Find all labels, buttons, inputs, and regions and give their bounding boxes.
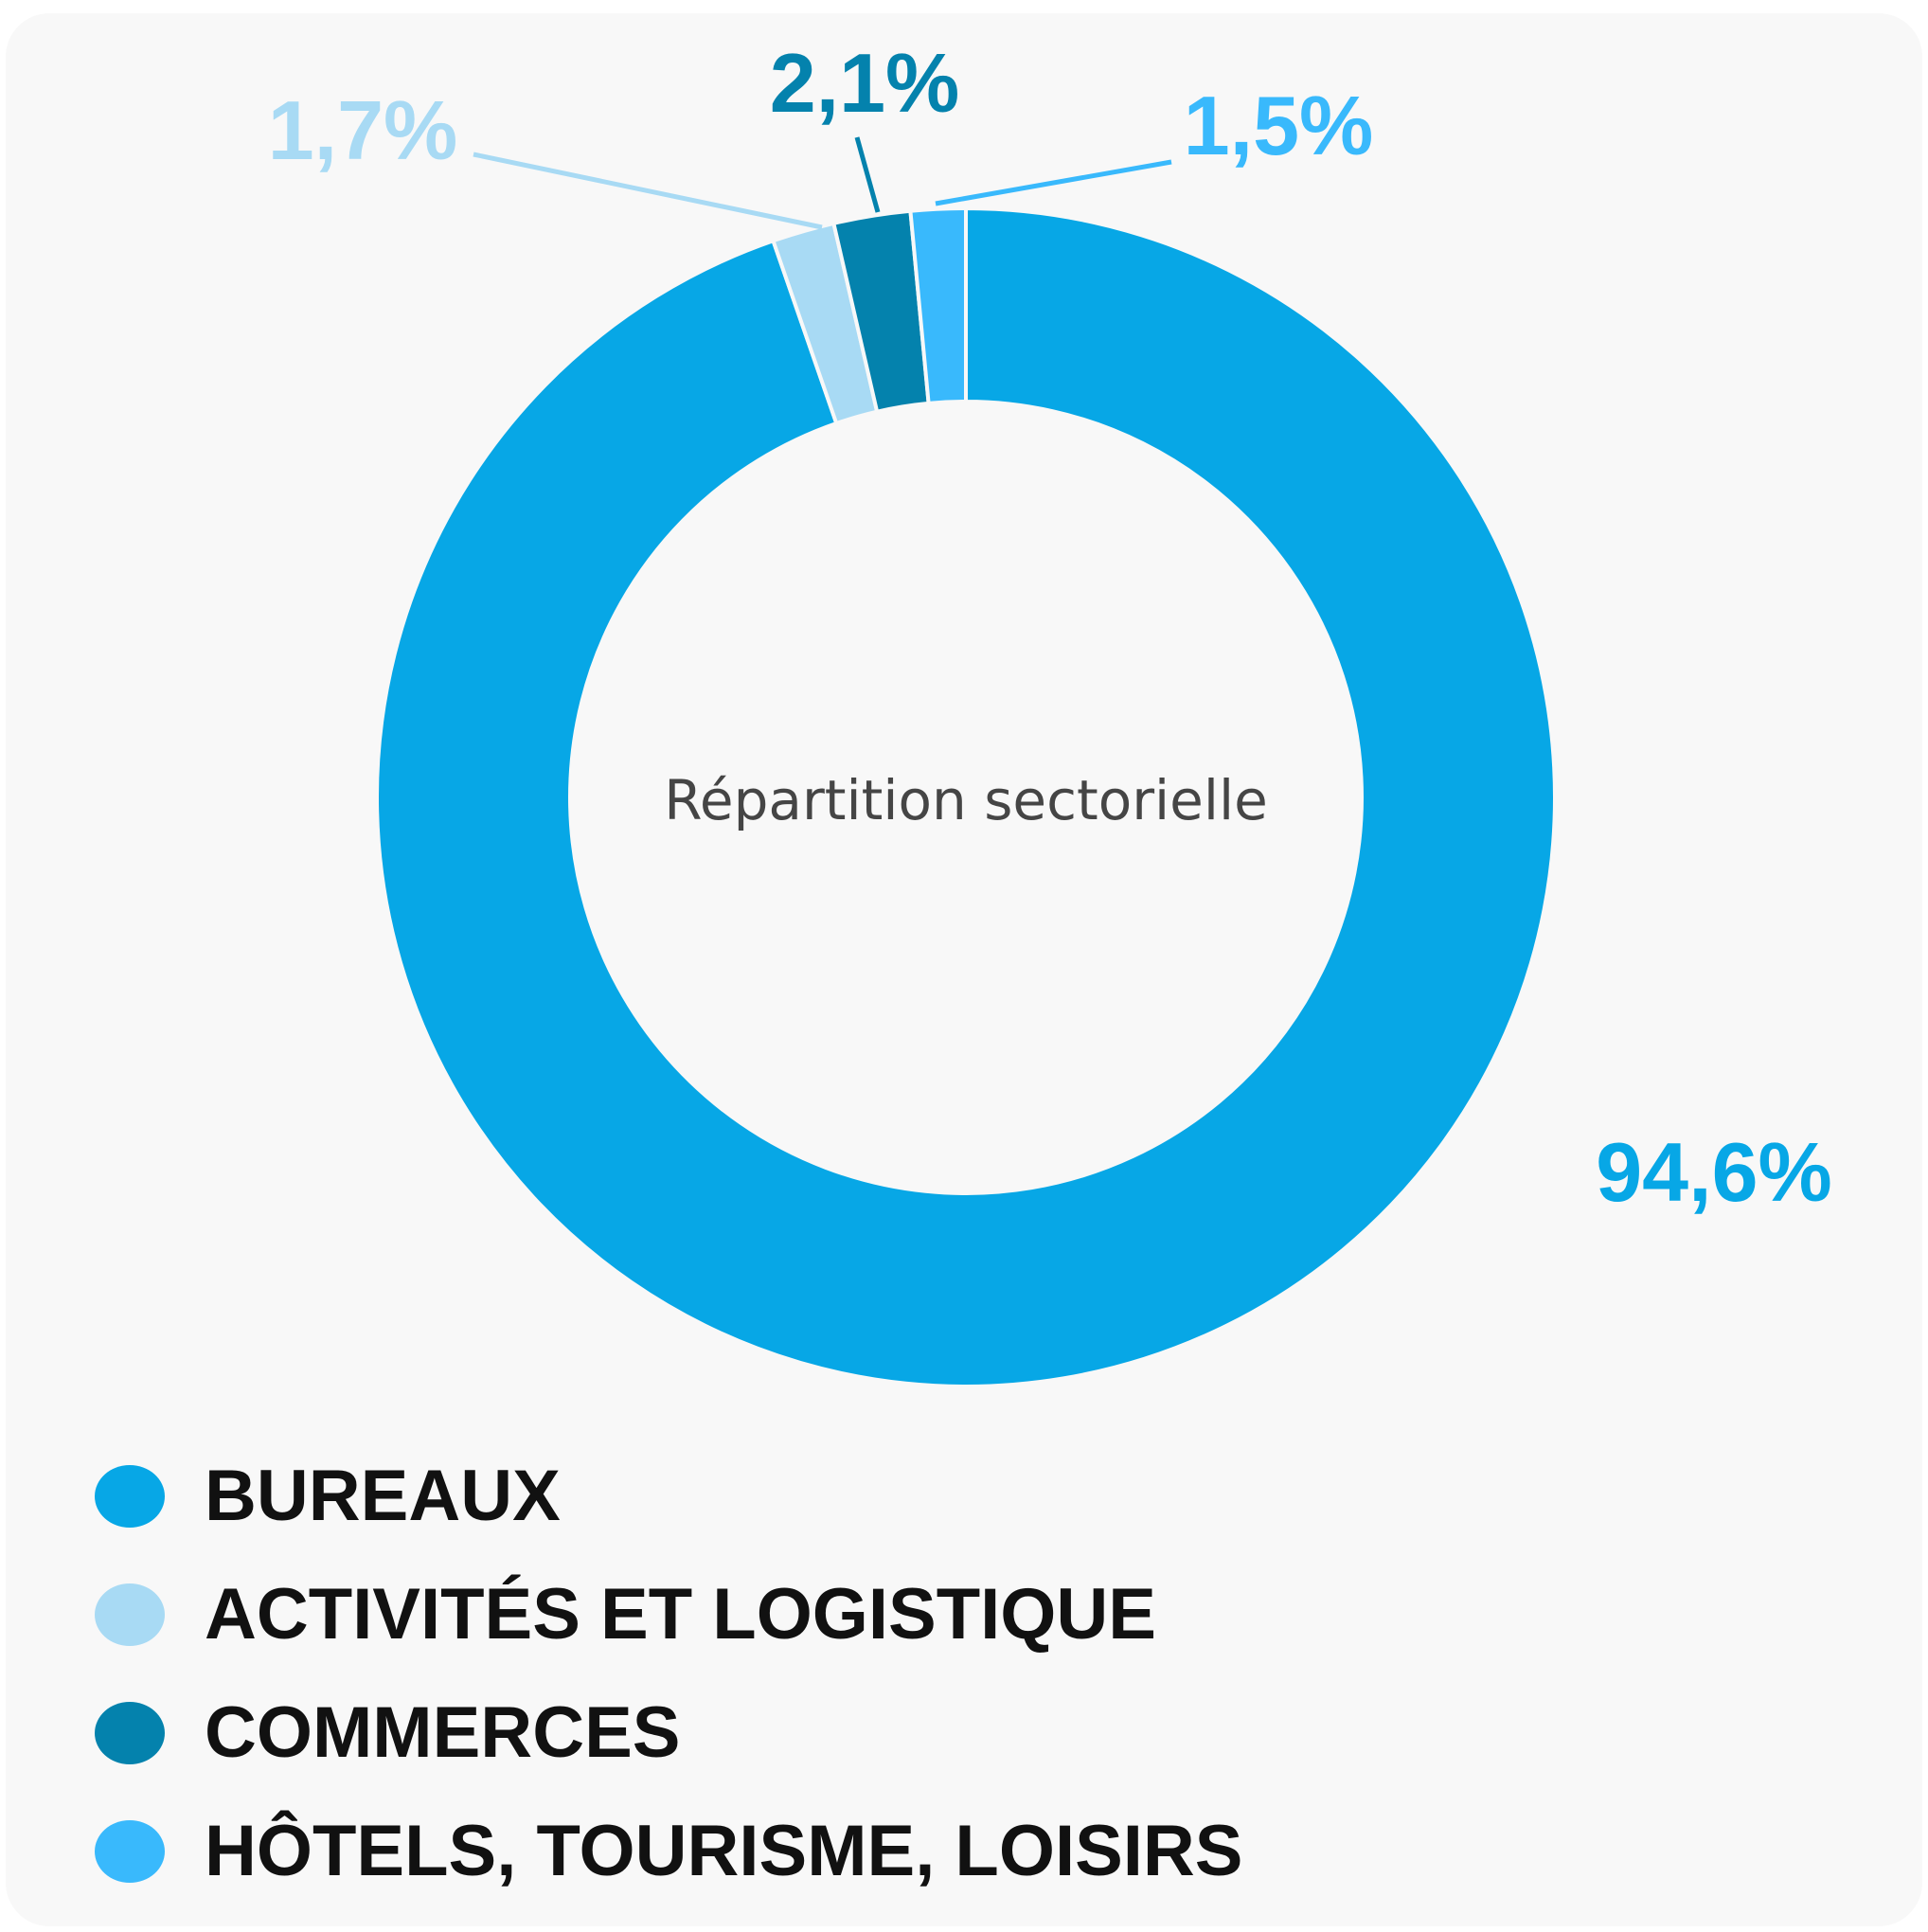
legend-swatch xyxy=(95,1465,165,1528)
legend-label: BUREAUX xyxy=(205,1456,561,1536)
legend-swatch xyxy=(95,1583,165,1646)
legend-label: HÔTELS, TOURISME, LOISIRS xyxy=(205,1811,1243,1891)
slice-percent-label: 94,6% xyxy=(1596,1125,1832,1219)
legend: BUREAUX ACTIVITÉS ET LOGISTIQUE COMMERCES H… xyxy=(95,1449,1515,1923)
slice-percent-label: 2,1% xyxy=(770,36,960,130)
legend-item: BUREAUX xyxy=(95,1449,1515,1567)
donut-chart: 94,6% 1,7% 2,1% 1,5% Répartition sectorielle xyxy=(268,36,1832,1388)
center-label: Répartition sectorielle xyxy=(664,768,1268,832)
leader-line xyxy=(935,159,1172,206)
legend-label: COMMERCES xyxy=(205,1692,681,1773)
legend-swatch xyxy=(95,1702,165,1764)
legend-item: HÔTELS, TOURISME, LOISIRS xyxy=(95,1804,1515,1923)
slice-percent-label: 1,5% xyxy=(1184,79,1374,172)
donut-slice xyxy=(908,206,968,406)
donut-slice xyxy=(375,206,1557,1388)
leader-line xyxy=(473,152,823,230)
legend-label: ACTIVITÉS ET LOGISTIQUE xyxy=(205,1574,1156,1655)
slice-percent-label: 1,7% xyxy=(268,83,458,177)
legend-item: COMMERCES xyxy=(95,1686,1515,1804)
leader-line xyxy=(854,136,881,213)
legend-item: ACTIVITÉS ET LOGISTIQUE xyxy=(95,1567,1515,1686)
legend-swatch xyxy=(95,1820,165,1883)
